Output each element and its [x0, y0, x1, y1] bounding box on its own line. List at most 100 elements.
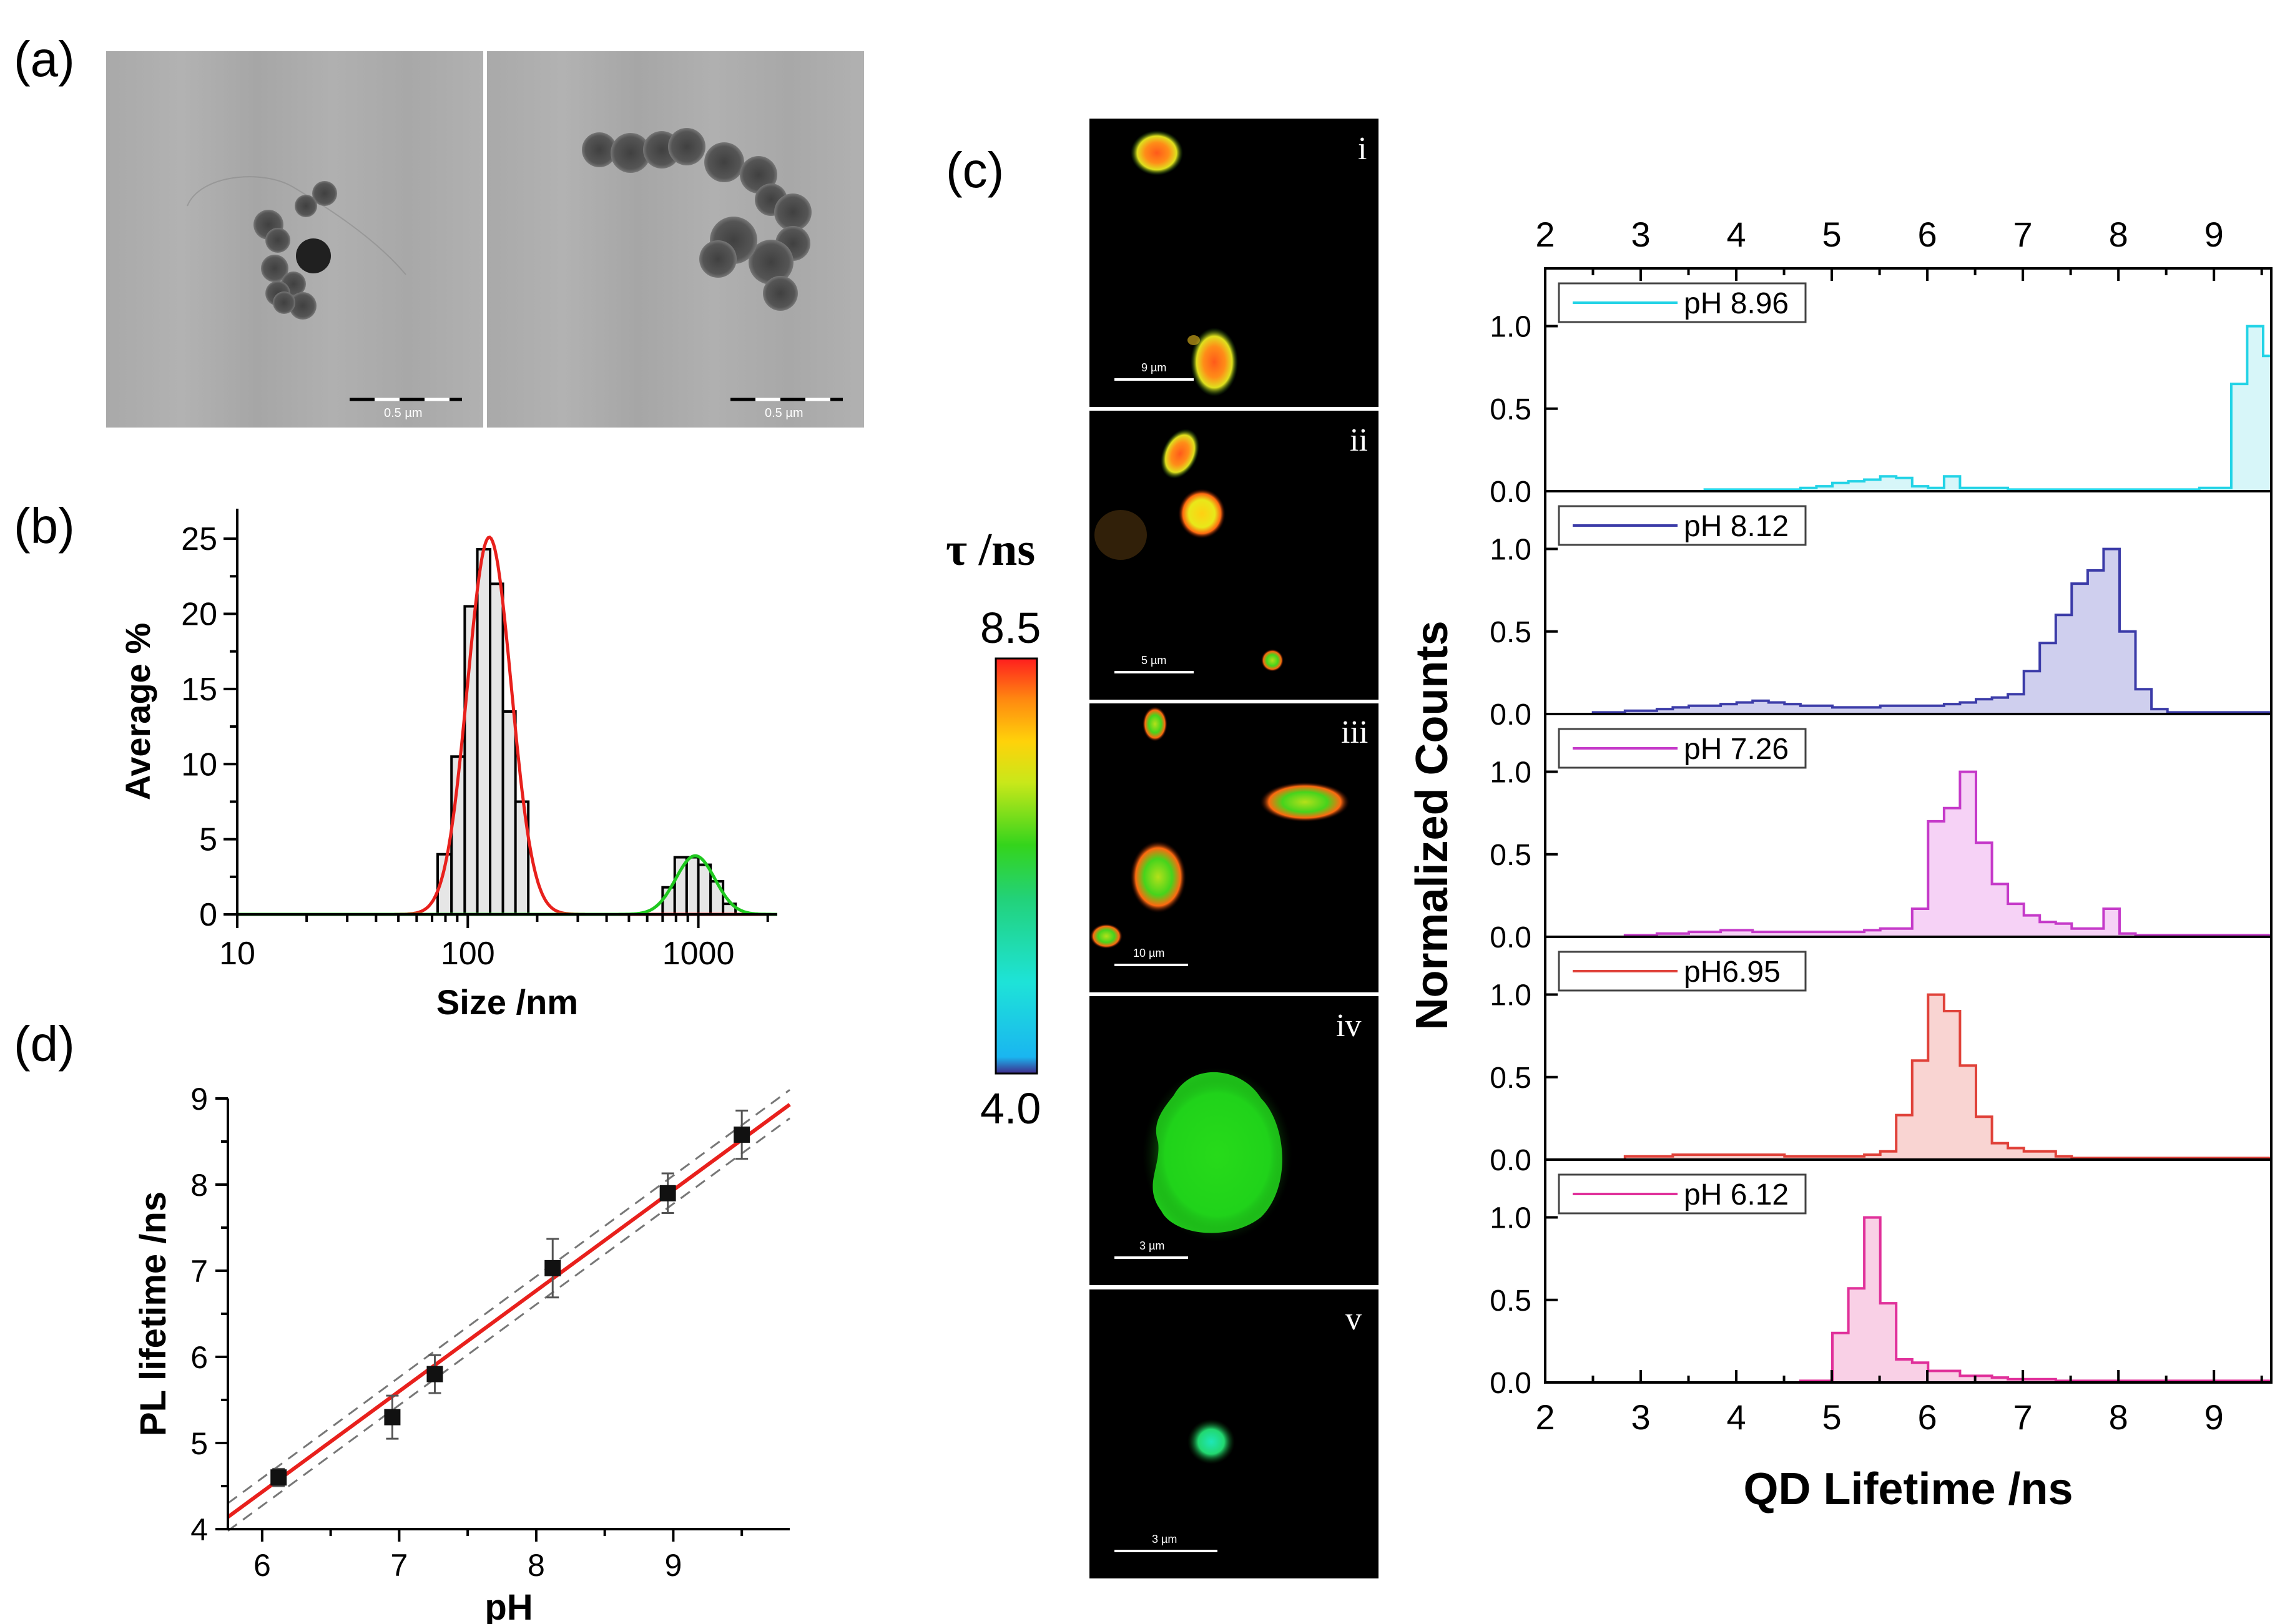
colorbar: τ /ns 8.5 4.0 [946, 524, 1041, 1133]
colorbar-min-label: 4.0 [980, 1084, 1041, 1133]
flim-scale-i: 9 µm [1141, 361, 1166, 374]
histogram-panel-4: 0.0 0.5 1.0 pH6.95 [1490, 936, 2273, 1177]
panel-frame [1544, 1158, 2273, 1384]
flim-scale-ii: 5 µm [1141, 654, 1166, 667]
bottom-x-tick-label: 8 [2109, 1397, 2128, 1437]
panel-label-b: (b) [14, 498, 75, 554]
bottom-x-tick-label: 6 [1918, 1397, 1937, 1437]
y-tick-label: 0.0 [1490, 1144, 1531, 1177]
y-tick-label: 0.0 [1490, 698, 1531, 731]
data-point [659, 1185, 676, 1201]
y-tick-label: 5 [190, 1426, 208, 1461]
histogram-fill [1545, 326, 2271, 491]
colorbar-max-label: 8.5 [980, 604, 1041, 652]
x-tick-label: 1000 [662, 936, 735, 972]
top-x-tick-label: 5 [1822, 215, 1842, 254]
histogram-outline [1545, 1216, 2271, 1384]
y-tick-label: 8 [190, 1168, 208, 1203]
y-tick-label: 15 [181, 672, 217, 708]
top-x-tick-label: 3 [1631, 215, 1650, 254]
chart-b-size-distribution: 10 100 1000 0 5 10 15 20 25 Size /nm Average % [118, 509, 777, 1022]
histogram-panel-5: 0.0 0.5 1.0 pH 6.12 [1490, 1158, 2273, 1400]
bottom-x-tick-label: 4 [1726, 1397, 1746, 1437]
y-tick-label: 7 [190, 1254, 208, 1289]
flim-scale-iv: 3 µm [1139, 1240, 1164, 1252]
top-x-tick-label: 2 [1535, 215, 1555, 254]
histogram-panel-1: 0.0 0.5 1.0 pH 8.96 [1490, 267, 2273, 509]
legend-label: pH 6.12 [1684, 1178, 1789, 1211]
y-tick-label: 0.5 [1490, 1062, 1531, 1095]
histogram-fill [1545, 549, 2271, 714]
chart-c-lifetime-histograms: 0.0 0.5 1.0 pH 8.96 0.0 0.5 1.0 pH 8.12 0.0 0.5 1.… [1407, 215, 2273, 1514]
top-x-tick-label: 9 [2204, 215, 2224, 254]
tem-scale-label-left: 0.5 µm [384, 406, 423, 420]
histogram-outline [1545, 770, 2271, 938]
legend-label: pH6.95 [1684, 956, 1781, 989]
panel-label-c: (c) [946, 142, 1004, 198]
tem-image-left: 0.5 µm [106, 51, 483, 428]
histogram-bar [709, 880, 725, 916]
bottom-x-tick-label: 2 [1535, 1397, 1555, 1437]
y-tick-label: 0.5 [1490, 393, 1531, 426]
legend-label: pH 7.26 [1684, 733, 1789, 766]
y-tick-label: 1.0 [1490, 1202, 1531, 1235]
y-tick-label: 25 [181, 521, 217, 557]
x-axis-title: Size /nm [436, 982, 578, 1022]
histogram-fill [1545, 1217, 2271, 1382]
x-axis-title: pH [484, 1587, 533, 1624]
chart-d-lifetime-vs-ph: 6 7 8 9 4 5 6 7 8 9 pH PL lifetime /ns [133, 1082, 791, 1624]
y-tick-label: 0.0 [1490, 1367, 1531, 1400]
bottom-x-tick-label: 3 [1631, 1397, 1650, 1437]
tem-scale-label-right: 0.5 µm [765, 406, 803, 420]
y-tick-label: 6 [190, 1340, 208, 1375]
y-axis-title: PL lifetime /ns [133, 1191, 174, 1436]
top-x-tick-label: 8 [2109, 215, 2128, 254]
panel-label-d: (d) [14, 1016, 75, 1072]
histogram-fill [1545, 994, 2271, 1160]
legend-label: pH 8.96 [1684, 287, 1789, 320]
panel-label-a: (a) [14, 31, 75, 87]
histogram-outline [1545, 993, 2271, 1161]
x-tick-label: 7 [390, 1548, 408, 1583]
histogram-fill [1545, 771, 2271, 937]
histogram-panel-2: 0.0 0.5 1.0 pH 8.12 [1490, 490, 2273, 731]
flim-scale-iii: 10 µm [1133, 947, 1164, 959]
histogram-bar [476, 548, 492, 916]
y-tick-label: 20 [181, 597, 217, 633]
flim-label-v: v [1345, 1301, 1362, 1337]
y-tick-label: 0.0 [1490, 476, 1531, 509]
histogram-bar [501, 710, 517, 916]
colorbar-title: τ /ns [946, 524, 1035, 575]
y-tick-label: 10 [181, 746, 217, 783]
y-tick-label: 1.0 [1490, 311, 1531, 344]
y-tick-label: 0.5 [1490, 839, 1531, 872]
bottom-x-tick-label: 5 [1822, 1397, 1842, 1437]
data-point [384, 1409, 401, 1426]
y-axis-title: Normalized Counts [1407, 620, 1457, 1030]
histogram-outline [1545, 325, 2271, 492]
flim-label-i: i [1358, 131, 1367, 167]
x-tick-label: 10 [219, 936, 255, 972]
x-tick-label: 6 [253, 1548, 271, 1583]
x-tick-label: 8 [528, 1548, 545, 1583]
top-x-tick-label: 4 [1726, 215, 1746, 254]
flim-label-iii: iii [1341, 715, 1368, 750]
histogram-outline [1545, 547, 2271, 715]
top-x-tick-label: 7 [2013, 215, 2033, 254]
colorbar-gradient [995, 657, 1038, 1075]
y-tick-label: 4 [190, 1512, 208, 1547]
confidence-band-line [227, 1088, 790, 1504]
flim-scale-v: 3 µm [1152, 1533, 1177, 1545]
legend-label: pH 8.12 [1684, 510, 1789, 543]
data-point [544, 1260, 561, 1276]
y-tick-label: 0.5 [1490, 616, 1531, 649]
flim-label-ii: ii [1350, 423, 1368, 458]
data-point [270, 1469, 287, 1486]
data-point [734, 1126, 750, 1143]
histogram-panel-3: 0.0 0.5 1.0 pH 7.26 [1490, 713, 2273, 954]
y-tick-label: 9 [190, 1082, 208, 1117]
y-tick-label: 0 [199, 897, 217, 933]
y-tick-label: 0.5 [1490, 1284, 1531, 1318]
y-tick-label: 1.0 [1490, 756, 1531, 790]
